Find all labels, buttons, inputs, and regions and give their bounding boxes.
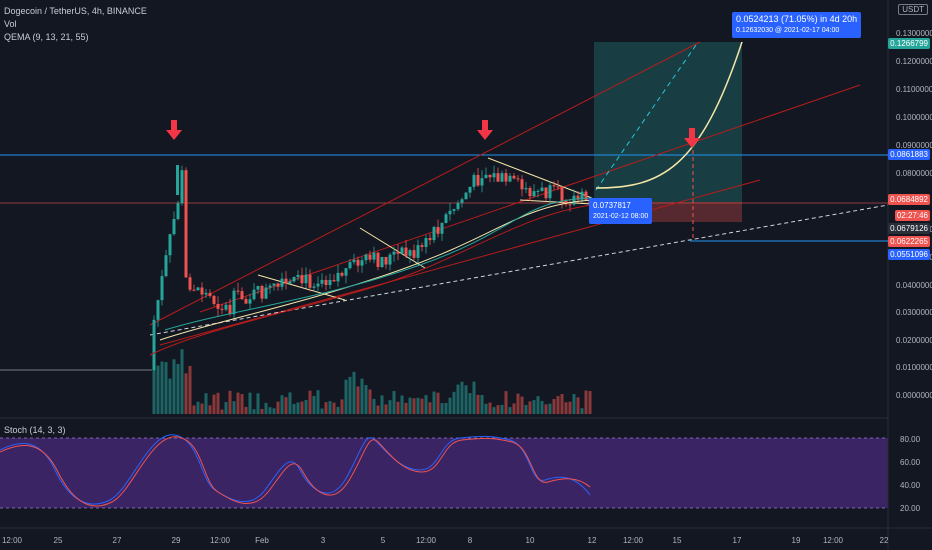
price-tick: 0.0100000 (896, 363, 932, 372)
price-axis-label: 02:27:46 (894, 210, 930, 221)
stoch-lines (0, 434, 591, 507)
target-callout[interactable]: 0.0524213 (71.05%) in 4d 20h 0.12632030 … (732, 12, 862, 38)
price-axis-label: 0.0622265 (888, 236, 930, 247)
price-axis-label: 0.1266799 (888, 38, 930, 49)
stoch-legend[interactable]: Stoch (14, 3, 3) (4, 425, 66, 435)
entry-callout-line1: 0.0737817 (593, 201, 631, 210)
channel-upper[interactable] (149, 41, 701, 326)
candles (0, 165, 592, 371)
price-tick: 0.1000000 (896, 113, 932, 122)
price-axis-label: 0.0861883 (888, 149, 930, 160)
price-tick: 0.1200000 (896, 57, 932, 66)
time-tick: 12:00 (823, 536, 844, 545)
projection-line[interactable] (595, 44, 697, 191)
time-tick: 12:00 (2, 536, 23, 545)
time-tick: 12:00 (416, 536, 437, 545)
time-tick: 22 (880, 536, 889, 545)
down-arrow-icon (166, 120, 182, 140)
price-tick: 0.0800000 (896, 169, 932, 178)
time-tick: 12:00 (210, 536, 231, 545)
down-arrow-icon (477, 120, 493, 140)
price-axis[interactable]: 0.1300000 0.1200000 0.1100000 0.1000000 0.09… (896, 29, 932, 400)
down-arrow-icon (684, 128, 700, 148)
profit-zone[interactable] (594, 42, 742, 202)
time-tick: 3 (321, 536, 326, 545)
time-tick: 15 (673, 536, 682, 545)
volume-bars (152, 349, 592, 414)
price-tick: 0.1300000 (896, 29, 932, 38)
stoch-tick: 20.00 (900, 504, 921, 513)
time-tick: 27 (113, 536, 122, 545)
price-axis-label: 0.0684892 (888, 194, 930, 205)
currency-badge[interactable]: USDT (898, 4, 928, 15)
trendline-dashed[interactable] (149, 204, 889, 336)
time-axis[interactable]: 12:00 25 27 29 12:00 Feb 3 5 12:00 8 10 12 12:00 15 17… (2, 536, 889, 545)
price-tick: 0.0400000 (896, 281, 932, 290)
qema-lines (149, 197, 593, 356)
time-tick: 12 (588, 536, 597, 545)
target-callout-line2: 0.12632030 @ 2021-02-17 04:00 (736, 27, 840, 34)
projection-curve[interactable] (595, 41, 743, 189)
symbol-title[interactable]: Dogecoin / TetherUS, 4h, BINANCE (4, 6, 147, 16)
time-tick: 5 (381, 536, 386, 545)
qema-legend[interactable]: QEMA (9, 13, 21, 55) (4, 32, 89, 42)
volume-legend[interactable]: Vol (4, 19, 17, 29)
time-tick: 29 (172, 536, 181, 545)
channel-lower[interactable] (159, 179, 761, 346)
price-tick: 0.1100000 (896, 85, 932, 94)
time-tick: 25 (54, 536, 63, 545)
price-tick: 0.0000000 (896, 391, 932, 400)
time-tick: 17 (733, 536, 742, 545)
stoch-tick: 80.00 (900, 435, 921, 444)
time-tick: Feb (255, 536, 269, 545)
price-tick: 0.0900000 (896, 141, 932, 150)
time-tick: 8 (468, 536, 473, 545)
time-tick: 10 (526, 536, 535, 545)
price-tick: 0.0300000 (896, 308, 932, 317)
price-axis-label: 0.0551096 (888, 249, 930, 260)
stoch-tick: 40.00 (900, 481, 921, 490)
entry-callout[interactable]: 0.0737817 2021-02-12 08:00 (589, 198, 653, 224)
target-callout-line1: 0.0524213 (71.05%) in 4d 20h (736, 14, 858, 24)
stoch-tick: 60.00 (900, 458, 921, 467)
time-tick: 19 (792, 536, 801, 545)
price-tick: 0.0200000 (896, 336, 932, 345)
time-tick: 12:00 (623, 536, 644, 545)
stoch-axis[interactable]: 80.00 60.00 40.00 20.00 (900, 435, 921, 513)
price-axis-label: 0.0679126 (888, 223, 930, 234)
entry-callout-line2: 2021-02-12 08:00 (593, 213, 649, 220)
